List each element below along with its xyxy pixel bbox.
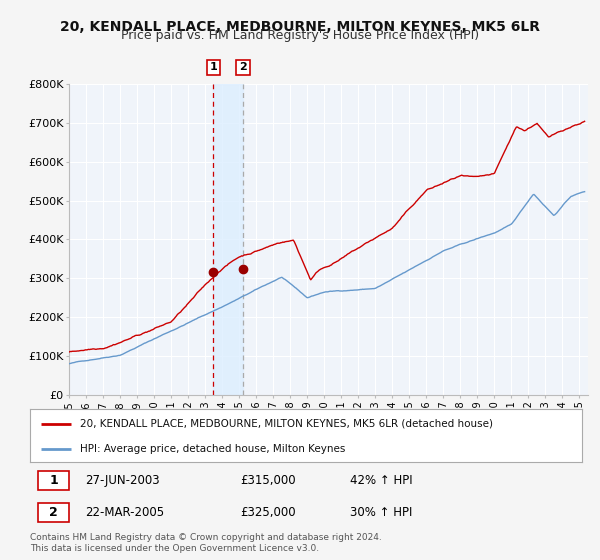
Text: 2: 2 [239, 62, 247, 72]
Text: Price paid vs. HM Land Registry's House Price Index (HPI): Price paid vs. HM Land Registry's House … [121, 29, 479, 42]
Bar [214, 84, 243, 395]
Text: £325,000: £325,000 [240, 506, 295, 519]
FancyBboxPatch shape [38, 470, 68, 490]
Text: 42% ↑ HPI: 42% ↑ HPI [350, 474, 413, 487]
Text: HPI: Average price, detached house, Milton Keynes: HPI: Average price, detached house, Milt… [80, 444, 345, 454]
Text: £315,000: £315,000 [240, 474, 295, 487]
Text: 1: 1 [49, 474, 58, 487]
FancyBboxPatch shape [38, 503, 68, 522]
Text: 1: 1 [209, 62, 217, 72]
Text: 22-MAR-2005: 22-MAR-2005 [85, 506, 164, 519]
Text: Contains HM Land Registry data © Crown copyright and database right 2024.
This d: Contains HM Land Registry data © Crown c… [30, 533, 382, 553]
Text: 20, KENDALL PLACE, MEDBOURNE, MILTON KEYNES, MK5 6LR: 20, KENDALL PLACE, MEDBOURNE, MILTON KEY… [60, 20, 540, 34]
Text: 27-JUN-2003: 27-JUN-2003 [85, 474, 160, 487]
Text: 2: 2 [49, 506, 58, 519]
Text: 20, KENDALL PLACE, MEDBOURNE, MILTON KEYNES, MK5 6LR (detached house): 20, KENDALL PLACE, MEDBOURNE, MILTON KEY… [80, 419, 493, 429]
Text: 30% ↑ HPI: 30% ↑ HPI [350, 506, 413, 519]
